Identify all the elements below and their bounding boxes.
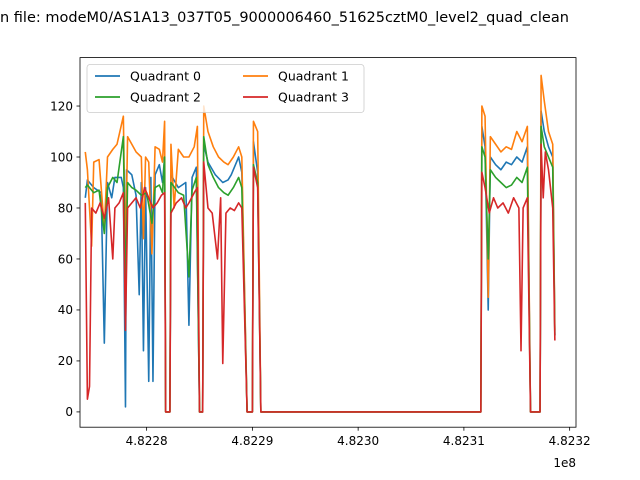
y-tick-label: 80: [58, 201, 73, 215]
series-line-quadrant-2: [84, 125, 556, 413]
y-tick-label: 100: [50, 150, 73, 164]
x-axis: 4.8228 4.8229 4.8230 4.8231 4.8232: [126, 427, 591, 448]
series-line-quadrant-1: [84, 74, 556, 413]
y-axis: 0 20 40 60 80 100 120: [50, 99, 80, 419]
x-tick-label: 4.8231: [443, 434, 485, 448]
legend: Quadrant 0 Quadrant 1 Quadrant 2 Quadrant 3: [86, 64, 365, 113]
x-tick-label: 4.8229: [231, 434, 273, 448]
x-tick-label: 4.8230: [337, 434, 379, 448]
x-offset-label: 1e8: [553, 456, 576, 470]
legend-label-quadrant-1: Quadrant 1: [278, 69, 349, 84]
y-tick-label: 120: [50, 99, 73, 113]
x-tick-label: 4.8228: [126, 434, 168, 448]
y-tick-label: 40: [58, 303, 73, 317]
legend-label-quadrant-2: Quadrant 2: [130, 90, 201, 105]
x-tick-label: 4.8232: [549, 434, 591, 448]
legend-label-quadrant-0: Quadrant 0: [130, 69, 201, 84]
chart-title: n file: modeM0/AS1A13_037T05_9000006460_…: [0, 10, 569, 26]
legend-label-quadrant-3: Quadrant 3: [278, 90, 349, 105]
y-tick-label: 0: [65, 405, 73, 419]
axes-frame: [79, 57, 577, 428]
legend-box: [86, 64, 365, 113]
y-tick-label: 60: [58, 252, 73, 266]
plot-lines: [84, 74, 556, 413]
y-tick-label: 20: [58, 354, 73, 368]
series-line-quadrant-3: [84, 143, 556, 413]
